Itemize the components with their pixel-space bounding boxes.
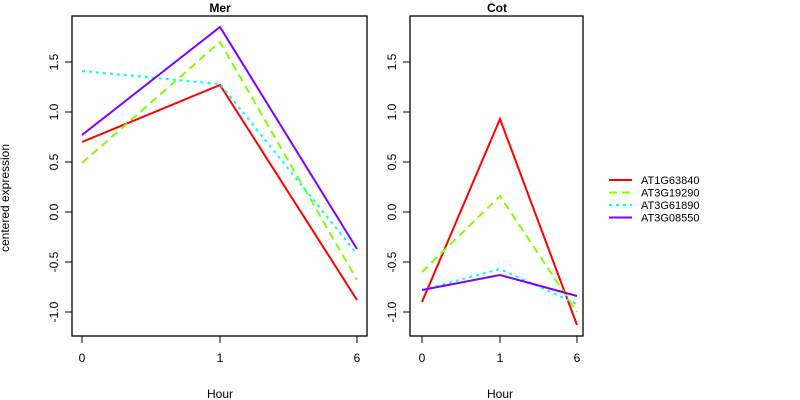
y-tick-label-cot: 1.5 xyxy=(385,53,399,70)
panel-title-mer: Mer xyxy=(209,1,231,15)
plot-frame-mer xyxy=(71,15,368,337)
legend-label-at3g61890: AT3G61890 xyxy=(641,200,700,212)
panel-mer: Mer Hour -1.0 -0.5 0.0 0.5 1.0 1.5 0 1 6 xyxy=(47,1,368,400)
x-tick-label-cot: 1 xyxy=(497,351,504,365)
series-line-at3g19290-mer xyxy=(81,40,358,281)
legend-label-at1g63840: AT1G63840 xyxy=(641,175,700,187)
x-axis-label-mer: Hour xyxy=(207,387,233,400)
series-line-at3g08550-cot xyxy=(421,273,578,297)
x-tick-label-mer: 0 xyxy=(79,351,86,365)
panel-title-cot: Cot xyxy=(487,1,507,15)
series-line-at1g63840-mer xyxy=(81,83,358,301)
x-tick-label-cot: 0 xyxy=(419,351,426,365)
y-tick-label-mer: 0.0 xyxy=(47,203,61,220)
y-tick-label-mer: 1.5 xyxy=(47,53,61,70)
y-tick-label-mer: 0.5 xyxy=(47,153,61,170)
x-axis-label-cot: Hour xyxy=(487,387,513,400)
y-tick-label-cot: -0.5 xyxy=(385,251,399,272)
y-tick-label-mer: -0.5 xyxy=(47,251,61,272)
y-tick-label-cot: -1.0 xyxy=(385,301,399,322)
y-axis-label: centered expression xyxy=(0,144,12,252)
y-tick-label-cot: 0.5 xyxy=(385,153,399,170)
panel-cot: Cot Hour -1.0 -0.5 0.0 0.5 1.0 1.5 0 1 6 xyxy=(385,1,584,400)
x-tick-label-mer: 6 xyxy=(354,351,361,365)
series-line-at3g61890-mer xyxy=(81,70,358,255)
series-line-at3g19290-cot xyxy=(421,194,578,313)
x-tick-label-mer: 1 xyxy=(217,351,224,365)
legend-label-at3g08550: AT3G08550 xyxy=(641,213,700,225)
legend-label-at3g19290: AT3G19290 xyxy=(641,188,700,200)
y-tick-label-mer: 1.0 xyxy=(47,103,61,120)
y-tick-label-mer: -1.0 xyxy=(47,301,61,322)
plot-frame-cot xyxy=(409,15,584,337)
y-tick-label-cot: 0.0 xyxy=(385,203,399,220)
series-line-at1g63840-cot xyxy=(421,116,578,326)
x-tick-label-cot: 6 xyxy=(574,351,581,365)
y-tick-label-cot: 1.0 xyxy=(385,103,399,120)
series-line-at3g08550-mer xyxy=(81,25,358,250)
